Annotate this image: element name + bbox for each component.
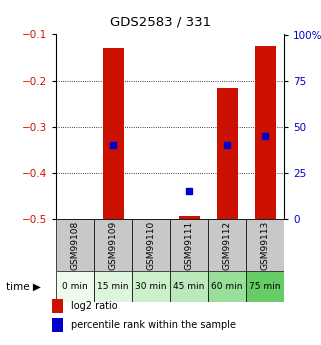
Text: GDS2583 / 331: GDS2583 / 331 (110, 16, 211, 29)
Bar (208, 271, 246, 302)
Bar (179, 216, 200, 219)
Bar (56, 271, 94, 302)
Text: 75 min: 75 min (249, 282, 281, 291)
Text: GSM99110: GSM99110 (147, 220, 156, 269)
Bar (246, 271, 284, 302)
Bar (246, 219, 284, 271)
Text: 60 min: 60 min (211, 282, 243, 291)
Bar (52, 299, 63, 313)
Bar (94, 271, 132, 302)
Text: 45 min: 45 min (173, 282, 205, 291)
Bar (52, 318, 63, 332)
Text: GSM99113: GSM99113 (261, 220, 270, 269)
Bar (103, 48, 124, 219)
Bar (170, 271, 208, 302)
Bar (56, 219, 94, 271)
Text: 30 min: 30 min (135, 282, 167, 291)
Bar (132, 271, 170, 302)
Text: log2 ratio: log2 ratio (71, 301, 117, 311)
Text: 0 min: 0 min (62, 282, 88, 291)
Text: GSM99109: GSM99109 (108, 220, 118, 269)
Bar (132, 219, 170, 271)
Text: time ▶: time ▶ (6, 282, 41, 291)
Text: GSM99111: GSM99111 (185, 220, 194, 269)
Bar (94, 219, 132, 271)
Bar (255, 46, 275, 219)
Text: 15 min: 15 min (97, 282, 129, 291)
Bar (170, 219, 208, 271)
Bar (217, 88, 238, 219)
Text: GSM99112: GSM99112 (222, 220, 232, 269)
Bar (208, 219, 246, 271)
Text: percentile rank within the sample: percentile rank within the sample (71, 320, 236, 330)
Text: GSM99108: GSM99108 (71, 220, 80, 269)
